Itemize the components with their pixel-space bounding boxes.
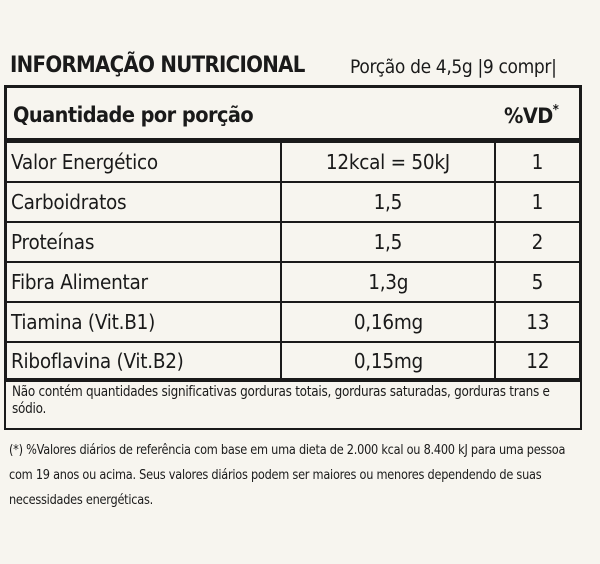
nutrient-name-cell: Riboflavina (Vit.B2) (7, 343, 282, 379)
nutrient-amount: 12kcal = 50kJ (325, 150, 451, 174)
nutrient-name: Fibra Alimentar (11, 270, 148, 294)
nutrient-name-cell: Carboidratos (7, 183, 282, 221)
nutrient-name-cell: Tiamina (Vit.B1) (7, 303, 282, 341)
table-row: Valor Energético 12kcal = 50kJ 1 (7, 143, 579, 183)
nutrient-name: Valor Energético (11, 150, 158, 174)
vd-header-label: %VD (504, 104, 553, 129)
not-significant-note: Não contém quantidades significativas go… (4, 378, 582, 430)
vd-cell: 5 (496, 263, 579, 301)
nutrient-name-cell: Fibra Alimentar (7, 263, 282, 301)
quantity-header: Quantidade por porção (13, 103, 254, 128)
label-header: INFORMAÇÃO NUTRICIONAL Porção de 4,5g |9… (10, 51, 590, 85)
vd-cell: 12 (496, 343, 579, 379)
nutrient-vd: 1 (531, 150, 544, 174)
table-row: Tiamina (Vit.B1) 0,16mg 13 (7, 303, 579, 343)
nutrient-name: Proteínas (11, 230, 95, 254)
table-row: Fibra Alimentar 1,3g 5 (7, 263, 579, 303)
vd-asterisk: * (552, 103, 559, 118)
nutrient-amount: 1,5 (373, 230, 403, 254)
nutrient-vd: 1 (531, 190, 544, 214)
amount-cell: 1,3g (282, 263, 496, 301)
nutrient-vd: 2 (531, 230, 544, 254)
nutrient-name-cell: Valor Energético (7, 143, 282, 181)
footnote-text: (*) %Valores diários de referência com b… (9, 442, 566, 508)
note-text: Não contém quantidades significativas go… (12, 384, 550, 417)
amount-cell: 0,16mg (282, 303, 496, 341)
table-header: Quantidade por porção %VD* (7, 88, 579, 143)
vd-cell: 1 (496, 183, 579, 221)
table-row: Carboidratos 1,5 1 (7, 183, 579, 223)
table-row: Proteínas 1,5 2 (7, 223, 579, 263)
amount-cell: 1,5 (282, 223, 496, 261)
nutrient-amount: 0,15mg (353, 349, 423, 373)
amount-cell: 0,15mg (282, 343, 496, 379)
nutrient-vd: 12 (526, 349, 549, 373)
nutrient-amount: 1,3g (368, 270, 408, 294)
label-title: INFORMAÇÃO NUTRICIONAL (10, 52, 305, 78)
nutrient-amount: 0,16mg (353, 310, 423, 334)
vd-cell: 13 (496, 303, 579, 341)
nutrient-name-cell: Proteínas (7, 223, 282, 261)
nutrient-vd: 5 (531, 270, 544, 294)
vd-cell: 2 (496, 223, 579, 261)
daily-value-footnote: (*) %Valores diários de referência com b… (9, 438, 589, 513)
nutrient-name: Carboidratos (11, 190, 127, 214)
nutrition-table: Quantidade por porção %VD* Valor Energét… (4, 85, 582, 382)
nutrient-amount: 1,5 (373, 190, 403, 214)
amount-cell: 12kcal = 50kJ (282, 143, 496, 181)
serving-size: Porção de 4,5g |9 compr| (350, 56, 557, 78)
vd-header: %VD* (504, 103, 559, 129)
table-row: Riboflavina (Vit.B2) 0,15mg 12 (7, 343, 579, 379)
nutrient-name: Tiamina (Vit.B1) (11, 310, 156, 334)
amount-cell: 1,5 (282, 183, 496, 221)
nutrient-name: Riboflavina (Vit.B2) (11, 349, 184, 373)
vd-cell: 1 (496, 143, 579, 181)
nutrient-vd: 13 (526, 310, 549, 334)
